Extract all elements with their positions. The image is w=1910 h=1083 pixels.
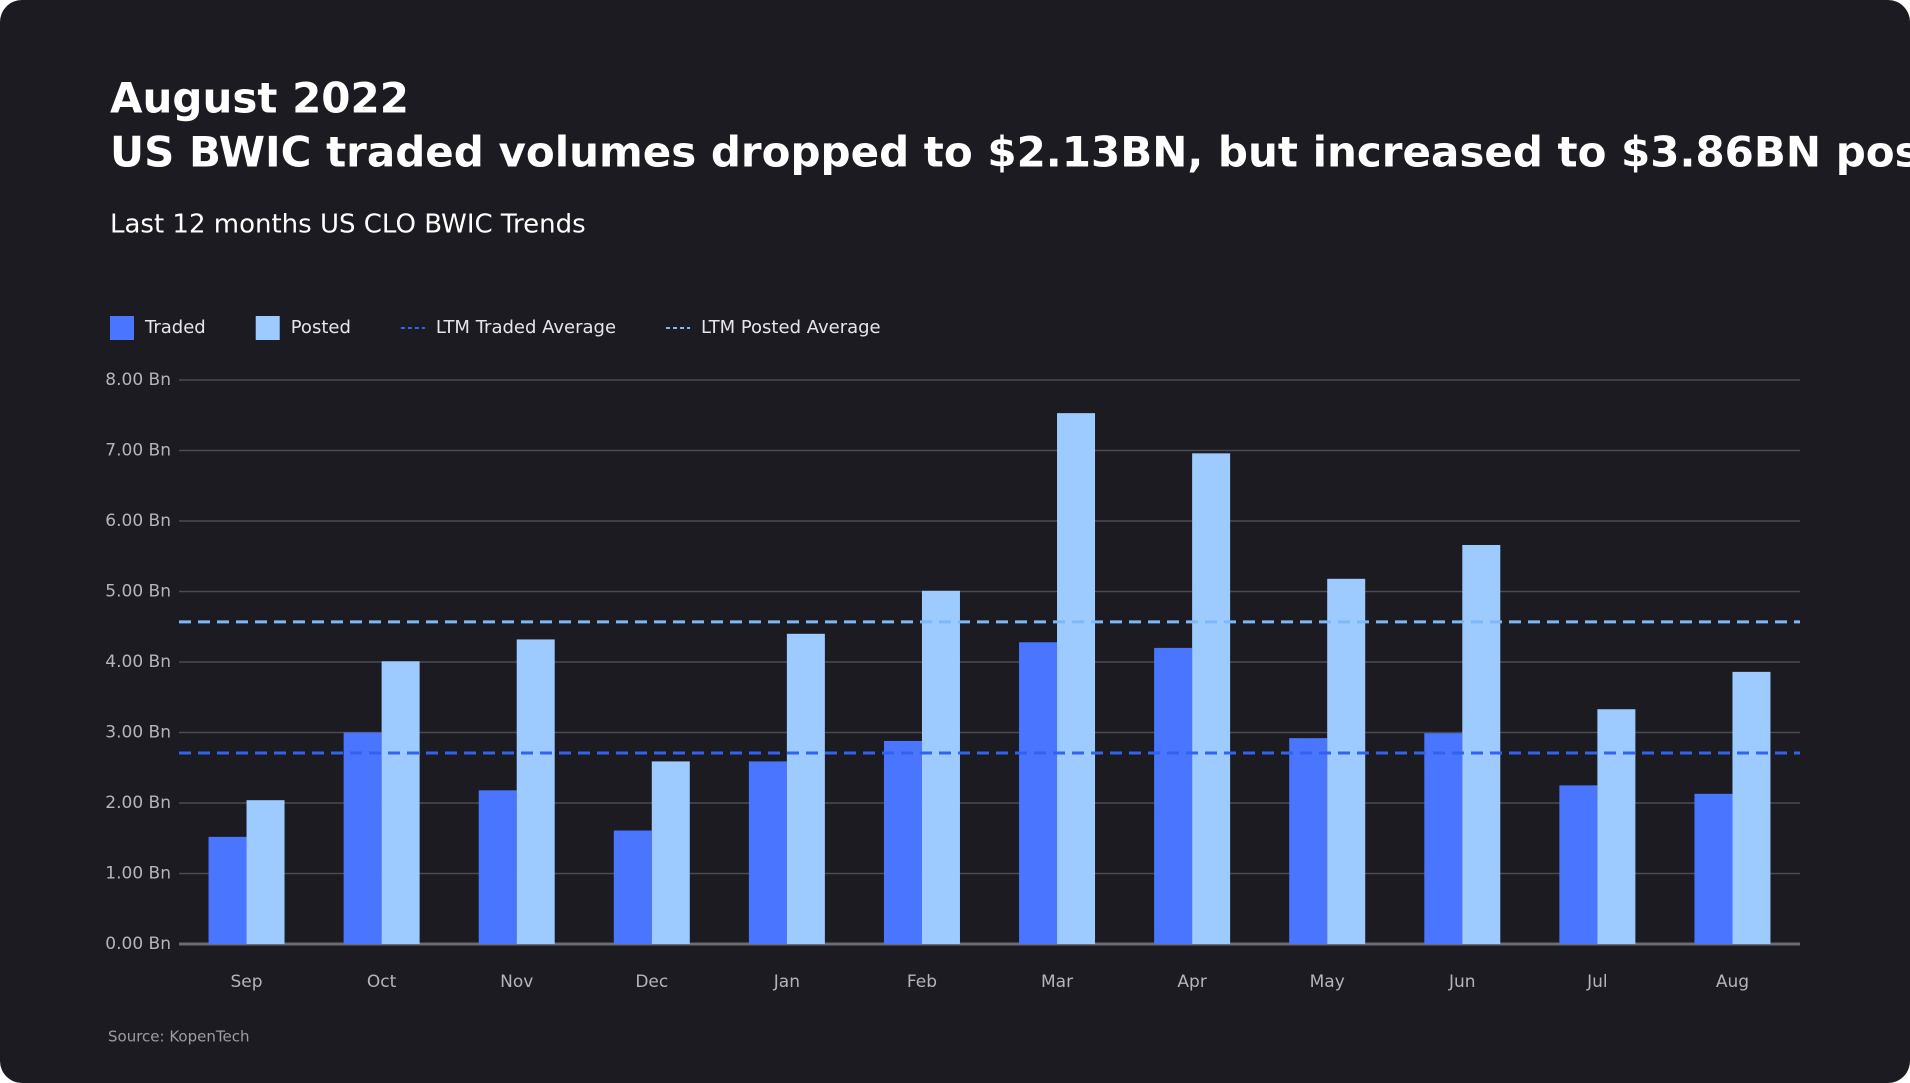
bar: [1327, 578, 1366, 944]
legend-swatch: [110, 316, 134, 340]
bar: [1559, 785, 1598, 944]
y-tick-label: 0.00 Bn: [105, 934, 171, 954]
bar: [1424, 733, 1463, 944]
y-tick-label: 8.00 Bn: [105, 370, 171, 390]
bar: [1289, 738, 1328, 944]
bar: [381, 661, 420, 944]
x-tick-label: Feb: [907, 972, 937, 992]
bar: [786, 633, 825, 944]
chart-headline: US BWIC traded volumes dropped to $2.13B…: [110, 128, 1910, 177]
y-tick-label: 4.00 Bn: [105, 652, 171, 672]
x-tick-label: Jan: [773, 972, 800, 992]
legend-label: LTM Posted Average: [701, 317, 881, 338]
bar: [343, 732, 382, 944]
bar: [478, 790, 517, 944]
x-tick-label: Oct: [367, 972, 397, 992]
x-tick-label: Mar: [1041, 972, 1073, 992]
y-tick-label: 3.00 Bn: [105, 723, 171, 743]
source-note: Source: KopenTech: [108, 1028, 249, 1046]
x-tick-label: Nov: [500, 972, 533, 992]
bar: [1154, 647, 1193, 944]
legend-swatch: [255, 316, 280, 340]
bar: [651, 761, 690, 944]
bar: [1597, 709, 1636, 944]
bar: [921, 590, 960, 944]
legend-label: Posted: [291, 317, 351, 338]
chart-title: August 2022: [110, 74, 409, 123]
x-tick-label: Dec: [635, 972, 668, 992]
legend-label: Traded: [144, 317, 206, 338]
x-tick-label: Aug: [1716, 972, 1749, 992]
bar: [208, 836, 247, 944]
y-tick-label: 2.00 Bn: [105, 793, 171, 813]
x-tick-label: Sep: [231, 972, 263, 992]
bar: [613, 830, 652, 944]
bar: [246, 800, 285, 944]
x-tick-label: May: [1310, 972, 1345, 992]
y-tick-label: 5.00 Bn: [105, 582, 171, 602]
y-tick-label: 1.00 Bn: [105, 864, 171, 884]
bar: [1732, 671, 1771, 944]
y-tick-label: 7.00 Bn: [105, 441, 171, 461]
legend-label: LTM Traded Average: [436, 317, 616, 338]
x-tick-label: Apr: [1177, 972, 1206, 992]
bar: [1057, 413, 1096, 944]
y-tick-label: 6.00 Bn: [105, 511, 171, 531]
x-tick-label: Jun: [1448, 972, 1476, 992]
bar: [883, 740, 922, 944]
chart-subtitle: Last 12 months US CLO BWIC Trends: [110, 210, 586, 240]
bar: [516, 639, 555, 944]
bar: [1462, 544, 1501, 944]
bar: [748, 761, 787, 944]
x-tick-label: Jul: [1586, 972, 1608, 992]
bar: [1694, 793, 1733, 944]
bar: [1019, 642, 1058, 944]
bar: [1192, 453, 1231, 944]
